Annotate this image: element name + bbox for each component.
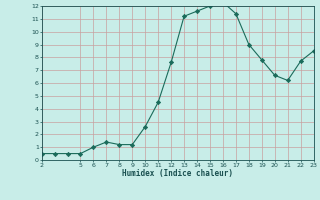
X-axis label: Humidex (Indice chaleur): Humidex (Indice chaleur) bbox=[122, 169, 233, 178]
